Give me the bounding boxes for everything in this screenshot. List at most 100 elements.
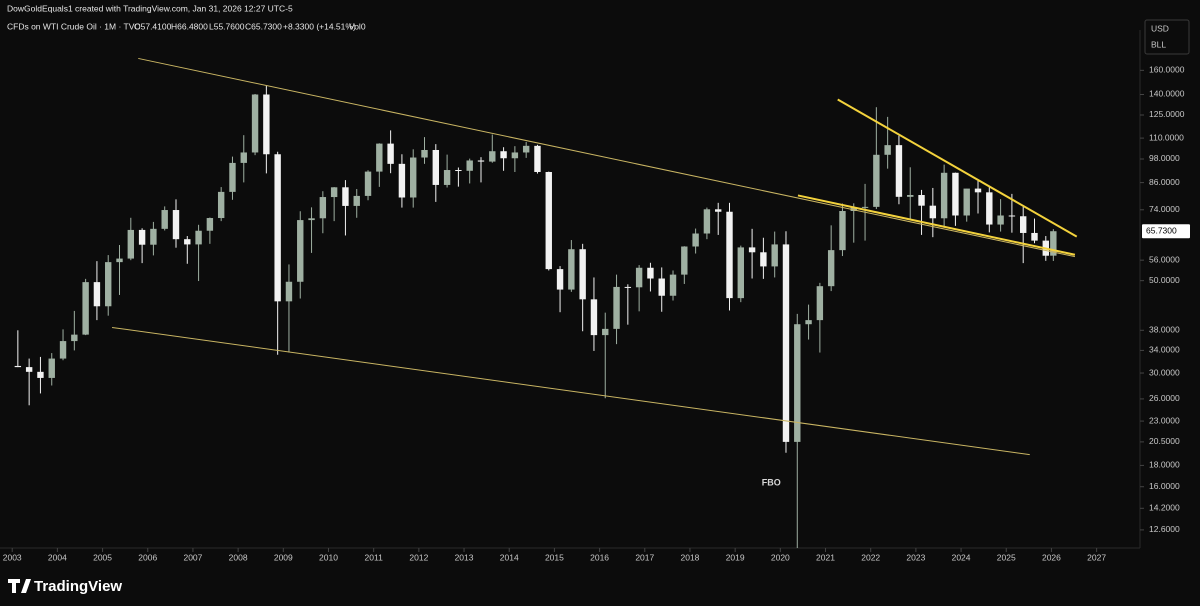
y-tick-label: 16.0000: [1149, 481, 1180, 491]
axes: 160.0000 140.0000 125.0000 110.0000 98.0000 8…: [3, 65, 1190, 562]
candle-body: [669, 274, 677, 296]
x-tick-label: 2003: [3, 552, 22, 562]
candle-body: [963, 188, 970, 216]
y-tick-label: 160.0000: [1149, 65, 1185, 75]
x-tick-label: 2009: [274, 552, 293, 562]
candle-body: [794, 324, 801, 442]
candle-body: [1031, 232, 1038, 241]
candle-body: [330, 187, 338, 198]
candle-body: [161, 210, 168, 229]
unit[interactable]: BLL: [1151, 39, 1166, 49]
trendline: [837, 98, 1078, 238]
x-tick-label: 2005: [93, 552, 112, 562]
y-tick-label: 26.0000: [1149, 393, 1180, 403]
candle-body: [952, 172, 959, 216]
annotation: FBO: [762, 478, 781, 488]
candle-body: [353, 195, 360, 206]
candle-body: [116, 258, 123, 263]
candle-body: [398, 163, 406, 198]
candle-body: [522, 145, 530, 153]
candle-body: [748, 247, 756, 253]
candle-body: [873, 154, 880, 207]
candle-body: [71, 334, 78, 342]
candle-body: [907, 195, 914, 197]
candle-body: [884, 145, 891, 155]
low: L55.7600: [209, 21, 245, 31]
candle-body: [376, 143, 383, 172]
candle-body: [974, 188, 982, 193]
x-tick-label: 2011: [365, 552, 384, 562]
candle-body: [782, 244, 790, 442]
candle-body: [1019, 216, 1027, 233]
candle-body: [443, 170, 451, 185]
y-tick-label: 34.0000: [1149, 345, 1180, 355]
candle-body: [839, 211, 846, 251]
candle-body: [489, 151, 496, 162]
candle-body: [274, 154, 281, 302]
candle-body: [308, 218, 315, 221]
candle-body: [297, 220, 304, 282]
logo[interactable]: TradingView: [8, 578, 122, 595]
y-tick-label: 56.0000: [1149, 254, 1180, 264]
candle-body: [568, 249, 575, 290]
trendline: [797, 194, 1076, 256]
x-tick-label: 2015: [545, 552, 564, 562]
candle-body: [771, 244, 778, 267]
candle-body: [319, 197, 327, 219]
y-tick-label: 74.0000: [1149, 204, 1180, 214]
x-tick-label: 2004: [48, 552, 67, 562]
candle-body: [432, 149, 440, 185]
close: C65.7300: [245, 21, 282, 31]
y-tick-label: 110.0000: [1149, 132, 1184, 142]
x-tick-label: 2019: [726, 552, 745, 562]
logo-mark[interactable]: [8, 579, 31, 593]
logo-text[interactable]: TradingView: [34, 578, 122, 595]
x-tick-label: 2025: [997, 552, 1016, 562]
x-tick-label: 2006: [138, 552, 157, 562]
candle-body: [59, 341, 67, 359]
candle-body: [760, 252, 767, 267]
change: +8.3300 (+14.51%): [283, 21, 356, 31]
x-tick-label: 2012: [409, 552, 428, 562]
symbol-header: CFDs on WTI Crude Oil · 1M · TVC O57.410…: [7, 21, 366, 31]
currency[interactable]: USD: [1151, 23, 1169, 33]
currency-box[interactable]: USD BLL: [1144, 19, 1190, 55]
x-tick-label: 2010: [319, 552, 338, 562]
open: O57.4100: [134, 21, 172, 31]
candle-body: [624, 286, 632, 288]
candle-body: [534, 145, 541, 172]
y-tick-label: 23.0000: [1149, 415, 1180, 425]
candle-body: [421, 149, 428, 158]
y-tick-label: 14.2000: [1149, 503, 1180, 513]
candle-body: [511, 152, 519, 159]
candle-body: [737, 247, 744, 299]
x-tick-label: 2018: [681, 552, 700, 562]
candle-body: [613, 286, 620, 329]
candle-body: [206, 218, 214, 231]
candle-body: [263, 94, 270, 155]
y-tick-label: 140.0000: [1149, 89, 1185, 99]
candle-body: [93, 282, 101, 307]
x-tick-label: 2013: [455, 552, 474, 562]
symbol: CFDs on WTI Crude Oil · 1M · TVC: [7, 21, 141, 31]
currency-frame[interactable]: [1144, 19, 1190, 55]
last-price-label: 65.7300: [1146, 225, 1177, 235]
last-price-tag: [1142, 224, 1190, 239]
y-tick-label: 98.0000: [1149, 153, 1180, 163]
candle-body: [466, 160, 473, 171]
candle-body: [635, 267, 643, 288]
x-tick-label: 2026: [1042, 552, 1061, 562]
candle-body: [602, 328, 609, 336]
candle-body: [48, 358, 55, 378]
candle-body: [986, 192, 993, 225]
attribution: DowGoldEquals1 created with TradingView.…: [7, 3, 293, 13]
x-tick-label: 2024: [952, 552, 971, 562]
x-tick-label: 2022: [861, 552, 880, 562]
candle-body: [692, 233, 699, 247]
y-tick-label: 125.0000: [1149, 109, 1185, 119]
y-tick-label: 20.5000: [1149, 436, 1180, 446]
candle-body: [172, 210, 180, 240]
x-tick-label: 2020: [771, 552, 790, 562]
